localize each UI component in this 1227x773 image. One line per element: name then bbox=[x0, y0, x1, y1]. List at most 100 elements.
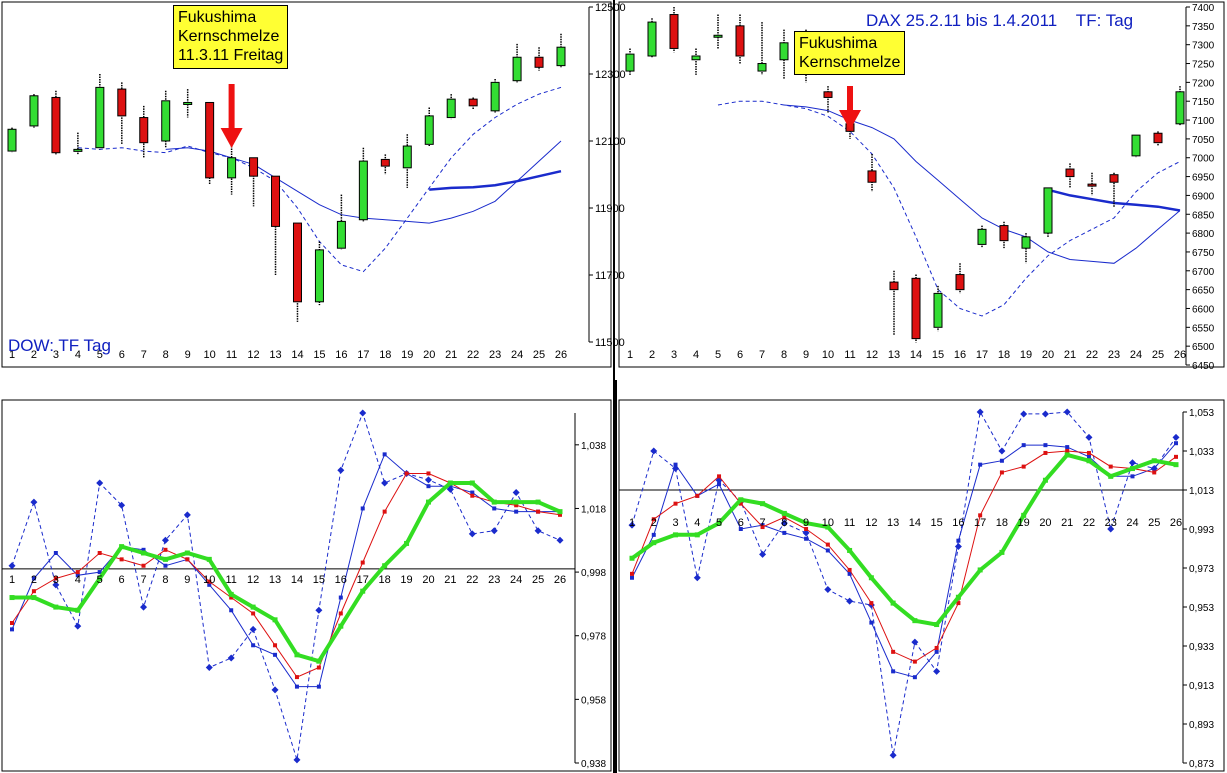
x-tick-label: 4 bbox=[694, 517, 700, 529]
candle-bull bbox=[446, 98, 456, 119]
data-point-square bbox=[956, 538, 961, 543]
data-point-square bbox=[338, 595, 343, 600]
dax-chart-title: DAX 25.2.11 bis 1.4.2011 TF: Tag bbox=[866, 11, 1134, 30]
data-point-square bbox=[804, 536, 809, 541]
x-tick-label: 1 bbox=[629, 517, 635, 529]
x-tick-label: 1 bbox=[9, 574, 15, 586]
data-point-diamond bbox=[249, 625, 257, 633]
data-point-diamond bbox=[780, 519, 788, 527]
data-point-diamond bbox=[824, 585, 832, 593]
data-point-square bbox=[338, 623, 344, 629]
x-tick-label: 14 bbox=[291, 574, 303, 586]
data-point-square bbox=[97, 570, 102, 575]
panel-frame bbox=[618, 399, 1225, 772]
x-tick-label: 2 bbox=[31, 574, 37, 586]
x-tick-label: 26 bbox=[554, 574, 566, 586]
x-tick-label: 23 bbox=[489, 349, 501, 361]
candle-bull bbox=[1175, 91, 1185, 125]
series-line-blue bbox=[11, 411, 561, 760]
y-tick-label: 0,893 bbox=[1189, 720, 1214, 731]
x-tick-label: 21 bbox=[444, 574, 456, 586]
dax-candle-chart bbox=[625, 6, 1190, 366]
x-tick-label: 14 bbox=[910, 349, 922, 361]
candle-bear bbox=[1087, 183, 1097, 187]
data-point-square bbox=[651, 540, 657, 546]
y-tick-label: 12300 bbox=[595, 69, 626, 81]
data-point-square bbox=[316, 684, 321, 689]
x-tick-label: 22 bbox=[1086, 349, 1098, 361]
candle-bear bbox=[271, 175, 281, 227]
panel-frame bbox=[618, 1, 1225, 368]
data-point-square bbox=[75, 570, 80, 575]
data-point-square bbox=[1021, 512, 1027, 518]
data-point-square bbox=[10, 621, 14, 625]
data-point-square bbox=[10, 627, 14, 632]
x-tick-label: 18 bbox=[379, 574, 391, 586]
y-tick-label: 1,053 bbox=[1189, 408, 1214, 419]
x-tick-label: 20 bbox=[422, 574, 434, 586]
x-tick-label: 8 bbox=[162, 574, 168, 586]
candle-bull bbox=[29, 95, 39, 127]
x-tick-label: 15 bbox=[313, 349, 325, 361]
candle-bull bbox=[1021, 236, 1031, 249]
data-point-square bbox=[514, 509, 519, 514]
candle-bull bbox=[556, 46, 566, 67]
data-point-square bbox=[75, 573, 80, 578]
x-tick-label: 17 bbox=[357, 574, 369, 586]
dow-candle-chart bbox=[7, 6, 593, 343]
y-tick-label: 6650 bbox=[1192, 286, 1215, 297]
x-tick-label: 16 bbox=[335, 349, 347, 361]
data-point-square bbox=[651, 517, 656, 522]
candle-bear bbox=[999, 225, 1009, 242]
data-point-square bbox=[469, 480, 475, 486]
x-tick-label: 10 bbox=[204, 349, 216, 361]
data-point-square bbox=[1021, 464, 1026, 469]
data-point-square bbox=[1174, 454, 1178, 459]
x-tick-label: 17 bbox=[976, 349, 988, 361]
data-point-square bbox=[1064, 452, 1070, 458]
data-point-diamond bbox=[954, 543, 962, 551]
y-tick-label: 0,933 bbox=[1189, 642, 1214, 653]
arrow-head bbox=[839, 110, 861, 130]
dax-callout-line: Kernschmelze bbox=[799, 54, 901, 72]
arrow-shaft bbox=[228, 84, 235, 130]
data-point-square bbox=[1152, 466, 1157, 471]
x-tick-label: 6 bbox=[738, 517, 744, 529]
data-point-diamond bbox=[512, 489, 520, 497]
x-tick-label: 25 bbox=[1148, 517, 1160, 529]
dow-callout-line: Fukushima bbox=[178, 9, 257, 26]
x-tick-label: 19 bbox=[401, 349, 413, 361]
data-point-diamond bbox=[650, 447, 658, 455]
candle-bull bbox=[402, 145, 412, 169]
data-point-diamond bbox=[161, 536, 169, 544]
data-point-square bbox=[999, 549, 1005, 555]
x-tick-label: 20 bbox=[1039, 517, 1051, 529]
dow-callout-line: Kernschmelze bbox=[178, 28, 280, 46]
data-point-square bbox=[695, 493, 700, 498]
x-tick-label: 3 bbox=[53, 349, 59, 361]
data-point-diamond bbox=[534, 527, 542, 535]
data-point-diamond bbox=[424, 476, 432, 484]
data-point-square bbox=[492, 506, 497, 511]
candle-bull bbox=[314, 249, 324, 303]
data-point-square bbox=[978, 462, 983, 467]
data-point-square bbox=[977, 567, 983, 573]
data-point-square bbox=[673, 501, 678, 506]
x-tick-label: 4 bbox=[693, 349, 699, 361]
ma-line-dashed bbox=[717, 100, 1181, 317]
data-point-diamond bbox=[628, 521, 636, 529]
dow-chart-title: DOW: TF Tag bbox=[8, 336, 111, 355]
y-tick-label: 11900 bbox=[595, 203, 625, 215]
data-point-square bbox=[119, 544, 125, 550]
data-point-square bbox=[934, 649, 939, 654]
data-point-square bbox=[890, 600, 896, 606]
data-point-square bbox=[1108, 464, 1113, 469]
candle-bull bbox=[779, 42, 789, 61]
candle-bull bbox=[512, 56, 522, 82]
series-line-green bbox=[630, 452, 1177, 627]
candle-bear bbox=[911, 277, 921, 340]
x-tick-label: 22 bbox=[467, 349, 479, 361]
candle-bull bbox=[625, 53, 635, 72]
data-point-diamond bbox=[96, 479, 104, 487]
